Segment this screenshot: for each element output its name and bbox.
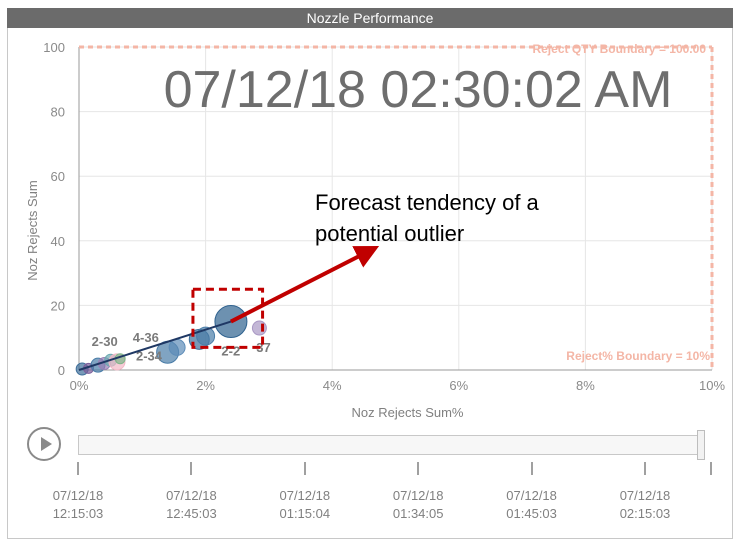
timeline-slider-thumb[interactable]: [697, 430, 705, 460]
point-label: 2-34: [136, 348, 163, 363]
forecast-arrow: [230, 245, 380, 324]
x-tick-label: 6%: [449, 378, 468, 393]
timeline-label-time: 12:15:03: [52, 506, 104, 521]
y-tick-label: 20: [51, 298, 65, 313]
reject-qty-boundary-label: Reject QTY Boundary = 100.00: [532, 42, 706, 56]
x-tick-label: 0%: [70, 378, 89, 393]
y-tick-label: 60: [51, 169, 65, 184]
timeline-label: 07/12/18 02:15:03: [600, 487, 690, 523]
timeline-label-date: 07/12/18: [392, 488, 444, 503]
y-tick-label: 80: [51, 105, 65, 120]
timeline-label: 07/12/18 12:15:03: [33, 487, 123, 523]
timeline-label-date: 07/12/18: [506, 488, 557, 503]
point-label: 37: [256, 340, 270, 355]
timeline-tick: [710, 462, 712, 475]
play-button[interactable]: [27, 427, 61, 461]
timeline-label: 07/12/18 01:45:03: [487, 487, 577, 523]
point-label: 2-2: [221, 343, 240, 358]
timeline-label: 07/12/18 01:34:05: [373, 487, 463, 523]
x-tick-label: 10%: [699, 378, 725, 393]
timeline-label-time: 01:34:05: [392, 506, 444, 521]
point-label: 4-36: [133, 330, 159, 345]
timeline-ticks: [0, 462, 740, 476]
timestamp-overlay: 07/12/18 02:30:02 AM: [164, 61, 673, 119]
panel-title: Nozzle Performance: [7, 8, 733, 28]
data-point[interactable]: [168, 338, 186, 356]
point-label: 2-30: [92, 334, 118, 349]
data-point[interactable]: [251, 320, 267, 336]
timeline-label-time: 12:45:03: [166, 506, 217, 521]
timeline-label-time: 01:45:03: [506, 506, 557, 521]
x-tick-label: 2%: [196, 378, 215, 393]
reject-percent-boundary-label: Reject% Boundary = 10%: [566, 349, 710, 363]
timeline-label-date: 07/12/18: [166, 488, 217, 503]
y-tick-label: 0: [58, 363, 65, 378]
x-tick-label: 4%: [323, 378, 342, 393]
y-tick-label: 40: [51, 234, 65, 249]
timeline-tick: [77, 462, 79, 475]
trend-line: [78, 320, 232, 371]
timeline-tick: [417, 462, 420, 475]
timeline-slider[interactable]: [78, 435, 704, 455]
timeline-label-date: 07/12/18: [619, 488, 671, 503]
timeline-label-date: 07/12/18: [279, 488, 331, 503]
y-tick-label: 100: [43, 40, 65, 55]
timeline-tick: [303, 462, 306, 475]
timeline-tick: [190, 462, 193, 475]
timeline-label-time: 01:15:04: [279, 506, 331, 521]
timeline-tick: [644, 462, 646, 475]
annotation-line-1: Forecast tendency of a: [315, 190, 540, 215]
timeline-label: 07/12/18 01:15:04: [260, 487, 350, 523]
x-axis-title: Noz Rejects Sum%: [352, 405, 464, 420]
outlier-highlight-box: [191, 287, 265, 349]
y-axis-title: Noz Rejects Sum: [25, 180, 40, 280]
timeline-label-date: 07/12/18: [52, 488, 104, 503]
play-icon: [41, 437, 52, 451]
timeline-label: 07/12/18 12:45:03: [146, 487, 236, 523]
timeline-label-time: 02:15:03: [619, 506, 671, 521]
x-tick-label: 8%: [576, 378, 595, 393]
timeline-tick: [530, 462, 533, 475]
annotation-line-2: potential outlier: [315, 221, 464, 246]
